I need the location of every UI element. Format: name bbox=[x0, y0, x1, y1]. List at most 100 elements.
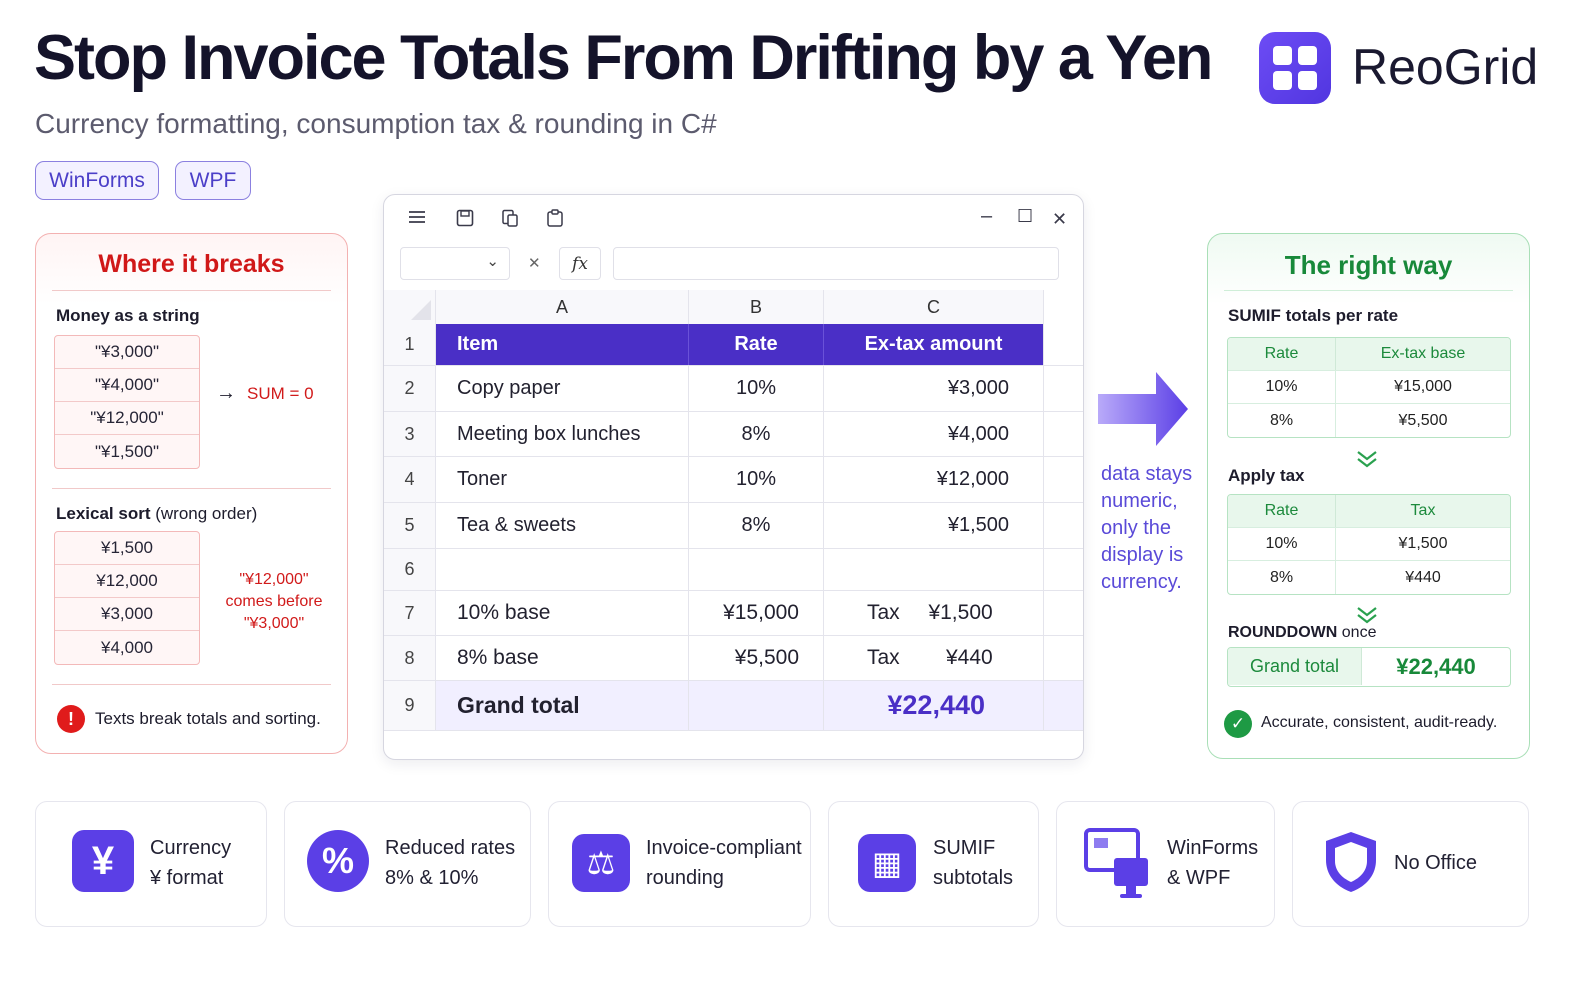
right-way-panel: The right way SUMIF totals per rate Rate… bbox=[1207, 233, 1530, 759]
table-row: 3 Meeting box lunches 8% ¥4,000 bbox=[384, 412, 1083, 457]
sorted-values-list: ¥1,500 ¥12,000 ¥3,000 ¥4,000 bbox=[54, 531, 200, 665]
header-cell-rate[interactable]: Rate bbox=[689, 324, 824, 365]
table-row: 10% ¥15,000 bbox=[1228, 371, 1510, 404]
column-header-b[interactable]: B bbox=[689, 290, 824, 324]
header-cell-item[interactable]: Item bbox=[436, 324, 689, 365]
brand-name: ReoGrid bbox=[1352, 39, 1539, 95]
paste-icon[interactable] bbox=[546, 209, 564, 232]
table-row: 7 10% base ¥15,000 Tax ¥1,500 bbox=[384, 591, 1083, 636]
feature-text: Reduced rates 8% & 10% bbox=[385, 837, 516, 889]
grand-total-label: Grand total bbox=[1228, 648, 1362, 685]
cell-grand-total-value[interactable]: ¥22,440 bbox=[824, 681, 1044, 730]
list-item: "¥1,500" bbox=[94, 441, 160, 461]
cell-base-value[interactable]: ¥15,000 bbox=[689, 591, 824, 635]
chevron-down-icon bbox=[1356, 606, 1378, 624]
reogrid-logo-icon bbox=[1259, 32, 1331, 104]
warning-icon: ! bbox=[57, 705, 85, 733]
cell-base-label[interactable]: 10% base bbox=[436, 591, 689, 635]
tax-table: Rate Tax 10% ¥1,500 8% ¥440 bbox=[1227, 494, 1511, 595]
cell-rate[interactable]: 10% bbox=[689, 457, 824, 502]
table-cell: 10% bbox=[1228, 528, 1336, 560]
column-header: Rate bbox=[1228, 338, 1336, 370]
fx-button[interactable]: fx bbox=[559, 247, 601, 280]
cell-base-label[interactable]: 8% base bbox=[436, 636, 689, 680]
save-icon[interactable] bbox=[456, 209, 474, 232]
cell-empty[interactable] bbox=[689, 681, 824, 730]
arrow-right-icon bbox=[1098, 372, 1190, 451]
cell-grand-total-label[interactable]: Grand total bbox=[436, 681, 689, 730]
feature-card-sumif: ▦ SUMIF subtotals bbox=[828, 801, 1039, 927]
tag-winforms: WinForms bbox=[35, 161, 159, 200]
select-all-corner[interactable] bbox=[384, 290, 436, 324]
cell-amount[interactable]: ¥3,000 bbox=[824, 366, 1044, 411]
scale-icon: ⚖ bbox=[572, 834, 630, 892]
table-row: 2 Copy paper 10% ¥3,000 bbox=[384, 366, 1083, 412]
name-box[interactable]: ⌄ bbox=[400, 247, 510, 280]
row-number[interactable]: 9 bbox=[384, 681, 436, 730]
row-number[interactable]: 7 bbox=[384, 591, 436, 635]
table-cell: ¥15,000 bbox=[1394, 378, 1452, 395]
menu-icon[interactable] bbox=[408, 209, 426, 230]
cell-item[interactable]: Copy paper bbox=[436, 366, 689, 411]
column-header-a[interactable]: A bbox=[436, 290, 689, 324]
cell-tax[interactable]: Tax ¥440 bbox=[824, 636, 1044, 680]
cell-rate[interactable]: 10% bbox=[689, 366, 824, 411]
table-row: 4 Toner 10% ¥12,000 bbox=[384, 457, 1083, 503]
close-button[interactable]: ✕ bbox=[1052, 209, 1068, 229]
list-item: "¥12,000" bbox=[55, 402, 199, 435]
calculator-icon: ▦ bbox=[858, 834, 916, 892]
cell-rate[interactable]: 8% bbox=[689, 412, 824, 456]
list-item: ¥1,500 bbox=[55, 532, 199, 565]
minimize-button[interactable]: – bbox=[981, 205, 993, 227]
feature-text: No Office bbox=[1394, 852, 1477, 874]
table-row: 5 Tea & sweets 8% ¥1,500 bbox=[384, 503, 1083, 549]
row-number[interactable]: 8 bbox=[384, 636, 436, 680]
good-panel-title: The right way bbox=[1284, 250, 1453, 280]
cell-item[interactable]: Meeting box lunches bbox=[436, 412, 689, 456]
chevron-down-icon bbox=[1356, 450, 1378, 468]
feature-card-no-office: No Office bbox=[1292, 801, 1529, 927]
formula-bar-input[interactable] bbox=[613, 247, 1059, 280]
cell-tax[interactable]: Tax ¥1,500 bbox=[824, 591, 1044, 635]
cell-item[interactable]: Toner bbox=[436, 457, 689, 502]
page-subtitle: Currency formatting, consumption tax & r… bbox=[35, 108, 717, 139]
column-header-c[interactable]: C bbox=[824, 290, 1044, 324]
cell-empty[interactable] bbox=[689, 549, 824, 590]
grand-total-box: Grand total ¥22,440 bbox=[1227, 647, 1511, 687]
rounddown-label: ROUNDDOWN once bbox=[1228, 624, 1377, 641]
money-string-label: Money as a string bbox=[56, 306, 200, 325]
copy-icon[interactable] bbox=[501, 209, 519, 232]
divider bbox=[52, 488, 331, 489]
list-item: ¥4,000 bbox=[101, 637, 153, 657]
cancel-edit-icon[interactable]: ✕ bbox=[528, 255, 541, 272]
row-number[interactable]: 6 bbox=[384, 549, 436, 590]
row-number[interactable]: 5 bbox=[384, 503, 436, 548]
cell-amount[interactable]: ¥12,000 bbox=[824, 457, 1044, 502]
cell-base-value[interactable]: ¥5,500 bbox=[689, 636, 824, 680]
row-number[interactable]: 4 bbox=[384, 457, 436, 502]
page-title: Stop Invoice Totals From Drifting by a Y… bbox=[34, 23, 1213, 93]
cell-empty[interactable] bbox=[436, 549, 689, 590]
row-number[interactable]: 2 bbox=[384, 366, 436, 411]
header-cell-amount[interactable]: Ex-tax amount bbox=[824, 324, 1044, 365]
table-cell: ¥1,500 bbox=[1398, 535, 1448, 552]
sort-note: "¥12,000" comes before "¥3,000" bbox=[225, 571, 323, 632]
cell-amount[interactable]: ¥4,000 bbox=[824, 412, 1044, 456]
table-cell: 8% bbox=[1228, 561, 1336, 594]
maximize-button[interactable]: ☐ bbox=[1017, 206, 1034, 226]
column-header: Rate bbox=[1228, 495, 1336, 527]
table-row: 8% ¥5,500 bbox=[1228, 404, 1510, 437]
row-number[interactable]: 1 bbox=[384, 324, 436, 365]
cell-item[interactable]: Tea & sweets bbox=[436, 503, 689, 548]
table-cell: ¥440 bbox=[1405, 568, 1441, 586]
cell-rate[interactable]: 8% bbox=[689, 503, 824, 548]
table-cell: 8% bbox=[1228, 404, 1336, 437]
table-row: 8% ¥440 bbox=[1228, 561, 1510, 594]
cell-amount[interactable]: ¥1,500 bbox=[824, 503, 1044, 548]
percent-icon: % bbox=[307, 830, 369, 892]
cell-empty[interactable] bbox=[824, 549, 1044, 590]
row-number[interactable]: 3 bbox=[384, 412, 436, 456]
grand-total-value: ¥22,440 bbox=[1396, 653, 1476, 679]
table-row: 1 Item Rate Ex-tax amount bbox=[384, 324, 1083, 366]
